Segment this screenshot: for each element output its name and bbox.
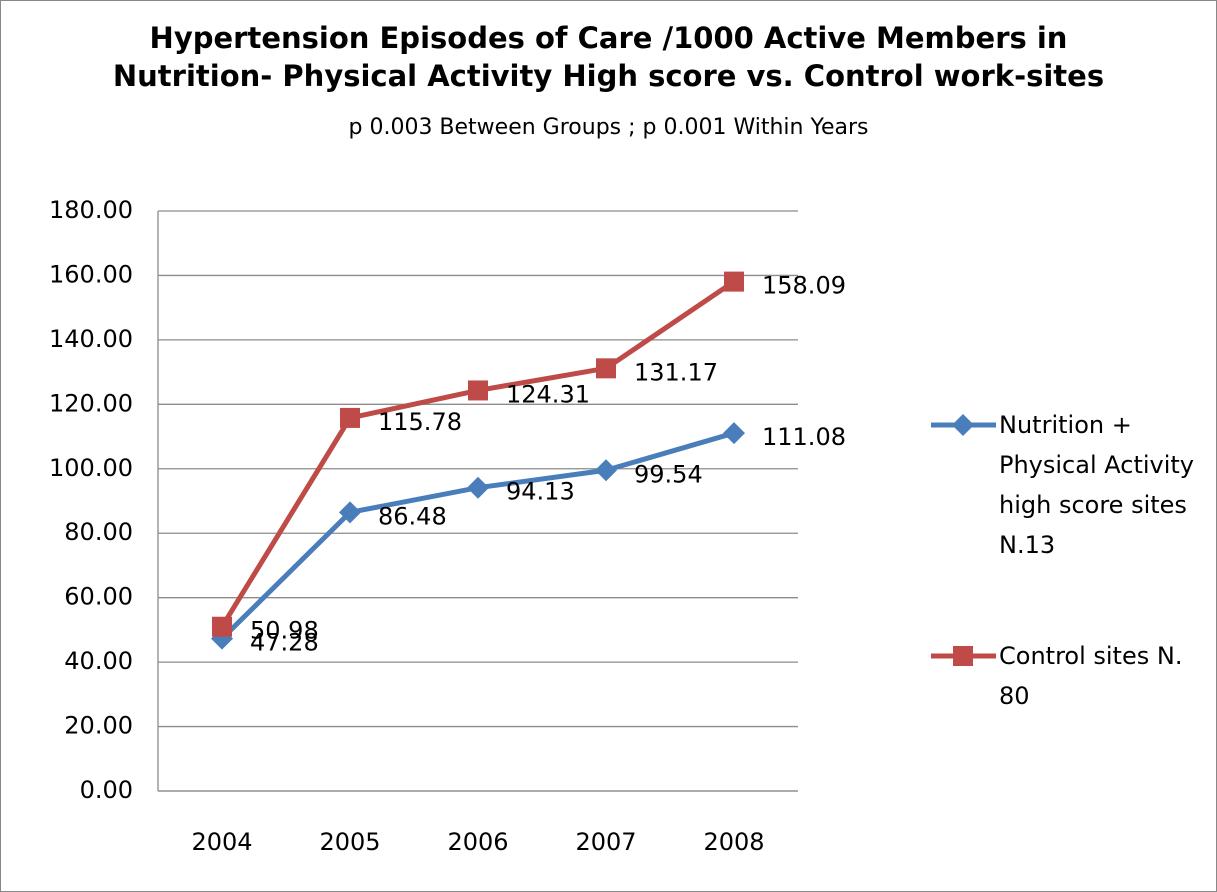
chart-subtitle: p 0.003 Between Groups ; p 0.001 Within … — [348, 115, 869, 140]
y-tick-label: 180.00 — [49, 196, 133, 224]
x-tick-label: 2004 — [191, 828, 252, 856]
x-tick-label: 2008 — [703, 828, 764, 856]
marker — [953, 646, 973, 666]
y-tick-label: 160.00 — [49, 260, 133, 288]
y-tick-label: 80.00 — [64, 518, 133, 546]
marker — [952, 414, 974, 436]
data-label: 47.28 — [250, 629, 319, 657]
x-tick-label: 2006 — [447, 828, 508, 856]
data-label: 115.78 — [378, 408, 462, 436]
data-label: 50.98 — [250, 617, 319, 645]
y-tick-label: 60.00 — [64, 583, 133, 611]
data-label: 99.54 — [634, 460, 703, 488]
y-tick-label: 120.00 — [49, 389, 133, 417]
marker — [723, 422, 745, 445]
data-label: 131.17 — [634, 358, 718, 386]
y-tick-label: 0.00 — [80, 776, 133, 804]
y-tick-label: 140.00 — [49, 325, 133, 353]
y-tick-label: 100.00 — [49, 454, 133, 482]
marker — [596, 358, 616, 379]
y-tick-label: 40.00 — [64, 647, 133, 675]
marker — [339, 501, 361, 524]
data-label: 124.31 — [506, 380, 590, 408]
data-label: 111.08 — [762, 423, 846, 451]
data-label: 158.09 — [762, 272, 846, 300]
chart-title: Hypertension Episodes of Care /1000 Acti… — [112, 21, 1105, 93]
marker — [467, 476, 489, 499]
legend-label: Control sites N. 80 — [999, 642, 1183, 710]
data-label: 86.48 — [378, 502, 447, 530]
marker — [468, 380, 488, 401]
marker — [595, 459, 617, 482]
x-tick-label: 2007 — [575, 828, 636, 856]
legend-label: Nutrition + Physical Activity high score… — [999, 411, 1195, 559]
y-tick-label: 20.00 — [64, 712, 133, 740]
marker — [212, 616, 232, 637]
x-tick-label: 2005 — [319, 828, 380, 856]
data-label: 94.13 — [506, 478, 575, 506]
marker — [724, 271, 744, 292]
marker — [340, 407, 360, 428]
